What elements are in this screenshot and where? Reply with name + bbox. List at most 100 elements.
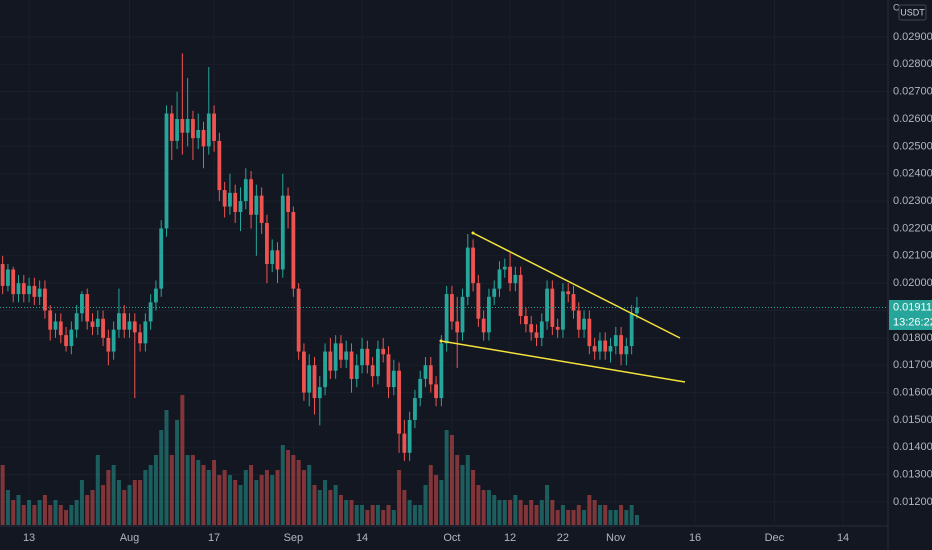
x-tick-label: Aug <box>120 532 140 544</box>
volume-bar <box>79 480 84 525</box>
volume-bar <box>555 510 560 525</box>
x-tick-label: 16 <box>689 532 701 544</box>
y-tick-label: 0.01200 <box>893 496 932 508</box>
candle-body <box>471 247 475 284</box>
volume-bar <box>539 500 544 525</box>
volume-bar <box>0 465 5 525</box>
y-tick-label: 0.02500 <box>893 140 932 152</box>
candle-body <box>217 140 222 191</box>
candle-body <box>582 318 586 330</box>
y-tick-label: 0.02000 <box>893 277 932 289</box>
volume-bar <box>32 505 37 525</box>
candle-body <box>265 222 269 265</box>
volume-bar <box>58 505 63 525</box>
volume-bar <box>27 500 32 525</box>
volume-bar <box>64 510 69 525</box>
volume-bar <box>264 470 269 525</box>
candle-body <box>339 343 343 360</box>
volume-bar <box>48 505 53 525</box>
candle-body <box>259 195 264 223</box>
volume-bar <box>365 510 370 525</box>
volume-bar <box>185 455 190 525</box>
candle-body <box>43 288 47 311</box>
volume-bar <box>566 510 571 525</box>
volume-bar <box>375 505 380 525</box>
candle-body <box>413 398 417 420</box>
candle-body <box>492 288 497 297</box>
volume-bar <box>497 500 502 525</box>
candle-body <box>222 190 227 207</box>
candle-body <box>539 321 544 338</box>
volume-bar <box>111 465 116 525</box>
volume-bar <box>101 485 106 525</box>
candle-body <box>132 321 137 333</box>
volume-bar <box>481 490 486 525</box>
volume-bar <box>180 395 185 525</box>
volume-bar <box>37 500 42 525</box>
candle-body <box>450 294 454 322</box>
candle-body <box>529 324 534 333</box>
candle-body <box>106 337 111 352</box>
candle-body <box>360 348 364 366</box>
candle-body <box>169 113 174 141</box>
candle-body <box>349 351 354 379</box>
volume-bar <box>164 410 169 525</box>
candle-body <box>154 288 158 303</box>
volume-bar <box>418 505 423 525</box>
last-price-label: 0.01911 <box>893 301 932 313</box>
volume-bar <box>428 465 433 525</box>
candle-body <box>555 326 560 330</box>
volume-bar <box>5 490 10 525</box>
y-tick-label: 0.02300 <box>893 195 932 207</box>
candle-body <box>307 365 312 393</box>
volume-bar <box>206 470 211 525</box>
volume-bar <box>291 455 296 525</box>
volume-bar <box>502 500 507 525</box>
y-tick-label: 0.02900 <box>893 31 932 43</box>
volume-bar <box>323 480 328 525</box>
volume-bar <box>16 495 21 525</box>
candle-body <box>69 329 74 347</box>
volume-bar <box>513 495 518 525</box>
volume-bar <box>53 500 58 525</box>
candle-body <box>58 321 63 336</box>
volume-bar <box>227 475 232 525</box>
candle-body <box>534 332 539 338</box>
y-tick-label: 0.01300 <box>893 469 932 481</box>
currency-badge[interactable] <box>898 4 927 21</box>
candle-body <box>212 113 216 141</box>
candle-body <box>37 288 42 297</box>
y-tick-label: 0.02800 <box>893 58 932 70</box>
candle-body <box>254 195 259 215</box>
candle-body <box>354 365 359 379</box>
volume-bar <box>471 470 476 525</box>
x-tick-label: 17 <box>208 532 220 544</box>
candle-body <box>243 179 248 202</box>
candle-body <box>598 340 602 352</box>
x-tick-label: 14 <box>356 532 368 544</box>
candle-body <box>275 250 280 270</box>
candle-body <box>80 294 84 314</box>
volume-bar <box>90 490 95 525</box>
candle-body <box>465 247 470 297</box>
candle-body <box>323 351 327 388</box>
volume-bar <box>148 465 153 525</box>
candle-body <box>619 335 623 355</box>
volume-bar <box>391 510 396 525</box>
volume-bar <box>74 500 79 525</box>
y-tick-label: 0.02200 <box>893 222 932 234</box>
volume-bar <box>476 485 481 525</box>
volume-bar <box>386 505 391 525</box>
volume-bar <box>619 505 624 525</box>
candle-body <box>508 266 512 284</box>
volume-bar <box>222 470 227 525</box>
candle-body <box>270 250 275 265</box>
candle-body <box>402 433 407 453</box>
candle-body <box>386 354 391 388</box>
volume-bar <box>629 505 634 525</box>
volume-bar <box>465 455 470 525</box>
volume-bar <box>106 470 111 525</box>
volume-bar <box>116 480 121 525</box>
trendline-handle <box>439 339 443 343</box>
candle-body <box>397 370 401 434</box>
